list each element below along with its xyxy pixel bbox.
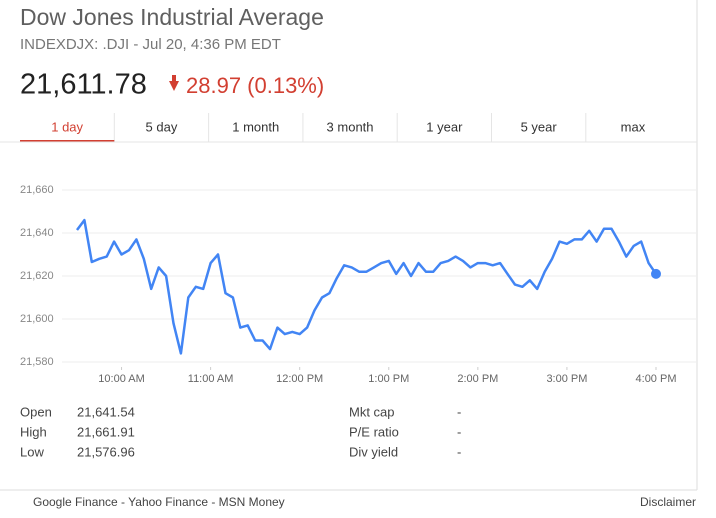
x-tick-label: 1:00 PM [368, 373, 409, 385]
stat-value: 21,641.54 [77, 404, 135, 419]
sources[interactable]: Google Finance - Yahoo Finance - MSN Mon… [33, 495, 285, 509]
chart: 21,580 21,600 21,620 21,640 21,660 10:00 AM 11… [20, 184, 697, 385]
x-tick-label: 11:00 AM [188, 373, 234, 385]
subtitle: INDEXDJX: .DJI - Jul 20, 4:36 PM EDT [20, 36, 281, 53]
y-tick-label: 21,600 [20, 313, 54, 325]
title: Dow Jones Industrial Average [20, 4, 324, 30]
stat-label: Div yield [349, 444, 398, 459]
stat-label: P/E ratio [349, 424, 399, 439]
tab[interactable]: 5 year [521, 119, 558, 134]
tab[interactable]: max [621, 119, 646, 134]
stat-label: Low [20, 444, 44, 459]
disclaimer[interactable]: Disclaimer [640, 495, 696, 509]
tab-indicator [20, 140, 115, 142]
stats: Open 21,641.54 High 21,661.91 Low 21,576.96 Mk… [20, 404, 461, 459]
stat-label: High [20, 424, 47, 439]
y-tick-label: 21,620 [20, 270, 54, 282]
x-tick-label: 4:00 PM [636, 373, 677, 385]
tab[interactable]: 1 year [426, 119, 463, 134]
y-tick-label: 21,640 [20, 227, 54, 239]
change: 28.97 (0.13%) [186, 73, 324, 98]
tab[interactable]: 5 day [146, 119, 178, 134]
y-tick-label: 21,580 [20, 356, 54, 368]
stat-value: 21,661.91 [77, 424, 135, 439]
last-point [651, 268, 661, 279]
x-tick-label: 12:00 PM [276, 373, 323, 385]
stat-value: 21,576.96 [77, 444, 135, 459]
stat-value: - [457, 404, 461, 419]
tab[interactable]: 1 day [51, 119, 83, 134]
x-tick-label: 2:00 PM [457, 373, 498, 385]
price-line [75, 218, 658, 355]
stat-value: - [457, 424, 461, 439]
tab-bar: 1 day 5 day 1 month 3 month 1 year 5 year max [20, 113, 646, 142]
y-tick-label: 21,660 [20, 184, 54, 196]
x-tick-label: 10:00 AM [98, 373, 144, 385]
tab[interactable]: 1 month [232, 119, 279, 134]
x-tick-label: 3:00 PM [546, 373, 587, 385]
stat-label: Mkt cap [349, 404, 395, 419]
down-arrow [169, 75, 179, 91]
stat-label: Open [20, 404, 52, 419]
stat-value: - [457, 444, 461, 459]
tab[interactable]: 3 month [327, 119, 374, 134]
price: 21,611.78 [20, 69, 147, 101]
